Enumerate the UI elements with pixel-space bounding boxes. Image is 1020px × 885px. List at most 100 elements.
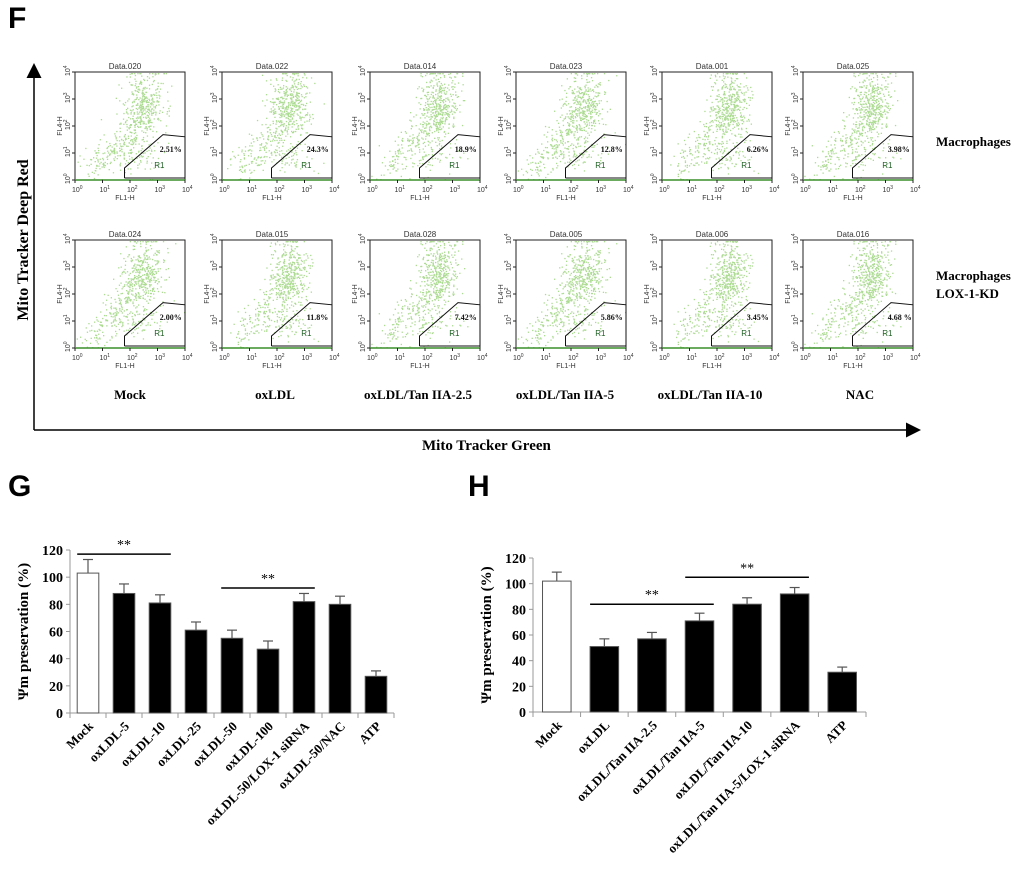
column-label: Mock xyxy=(114,387,146,402)
y-tick-label: 103 xyxy=(504,92,513,103)
x-tick-label: 101 xyxy=(541,353,552,362)
x-tick-label: 101 xyxy=(247,185,258,194)
flow-x-label: FL1-H xyxy=(115,363,134,370)
y-tick-label: 100 xyxy=(210,341,219,352)
x-tick-label: 104 xyxy=(329,185,340,194)
gate-r1 xyxy=(124,302,186,347)
flow-y-label: FL4-H xyxy=(57,284,64,303)
flow-plot-points xyxy=(673,241,760,349)
flow-plot-title: Data.025 xyxy=(837,62,870,71)
x-tick-label: 102 xyxy=(127,185,138,194)
y-tick-label: 104 xyxy=(791,65,800,76)
flow-x-label: FL1-H xyxy=(843,195,862,202)
bar xyxy=(732,603,762,713)
x-tick-label: 103 xyxy=(302,353,313,362)
flow-y-label: FL4-H xyxy=(352,116,359,135)
bar xyxy=(779,593,810,713)
y-tick-label: 100 xyxy=(504,341,513,352)
x-tick-label: Mock xyxy=(532,717,566,751)
y-tick-label: 102 xyxy=(63,287,72,298)
x-tick-label: 100 xyxy=(367,185,378,194)
y-tick-label: 104 xyxy=(63,233,72,244)
x-tick-label: 103 xyxy=(155,353,166,362)
x-tick-label: 102 xyxy=(422,353,433,362)
x-tick-label: 102 xyxy=(568,185,579,194)
gate-label: R1 xyxy=(741,329,752,338)
flow-y-label: FL4-H xyxy=(352,284,359,303)
flow-plot-title: Data.020 xyxy=(109,62,142,71)
x-tick-label: 100 xyxy=(367,353,378,362)
gate-percent: 7.42% xyxy=(455,313,477,322)
x-tick-label: ATP xyxy=(356,718,384,746)
x-tick-label: 101 xyxy=(687,353,698,362)
y-tick-label: 100 xyxy=(358,173,367,184)
y-tick-label: 101 xyxy=(358,314,367,325)
y-tick-label: 103 xyxy=(650,92,659,103)
flow-plot-points xyxy=(76,241,186,349)
gate-label: R1 xyxy=(301,329,312,338)
flow-plot-title: Data.016 xyxy=(837,230,870,239)
y-tick-label: 20 xyxy=(49,680,63,695)
column-label: oxLDL xyxy=(255,387,295,402)
x-tick-label: ATP xyxy=(822,717,850,745)
bar xyxy=(220,637,244,714)
x-tick-label: 104 xyxy=(910,185,921,194)
x-tick-label: 102 xyxy=(422,185,433,194)
y-tick-label: 102 xyxy=(358,287,367,298)
x-tick-label: 104 xyxy=(182,353,193,362)
gate-label: R1 xyxy=(449,161,460,170)
column-label: oxLDL/Tan IIA-2.5 xyxy=(364,387,472,402)
y-tick-label: 100 xyxy=(358,341,367,352)
significance-marker: ** xyxy=(261,572,275,587)
y-tick-label: 103 xyxy=(210,260,219,271)
gate-label: R1 xyxy=(301,161,312,170)
bar xyxy=(76,572,100,714)
gate-label: R1 xyxy=(741,161,752,170)
gate-percent: 2.51% xyxy=(160,145,182,154)
gate-percent: 2.00% xyxy=(160,313,182,322)
x-tick-label: 101 xyxy=(100,185,111,194)
x-tick-label: Mock xyxy=(63,718,97,752)
x-tick-label: 102 xyxy=(855,353,866,362)
y-tick-label: 102 xyxy=(210,287,219,298)
flow-plot-points xyxy=(804,73,902,181)
y-tick-label: 102 xyxy=(210,119,219,130)
flow-plot-points xyxy=(517,73,627,181)
flow-y-label: FL4-H xyxy=(644,116,651,135)
x-tick-label: 101 xyxy=(395,353,406,362)
y-tick-label: 100 xyxy=(63,341,72,352)
flow-plot-points xyxy=(230,241,320,349)
bar xyxy=(292,601,316,714)
flow-plot-title: Data.015 xyxy=(256,230,289,239)
y-tick-label: 120 xyxy=(505,552,526,567)
gate-percent: 4.68 % xyxy=(888,313,912,322)
flow-plot-points xyxy=(804,241,902,349)
gate-r1 xyxy=(419,134,481,179)
gate-percent: 3.98% xyxy=(888,145,910,154)
flow-plot-points xyxy=(371,241,469,349)
gate-r1 xyxy=(124,134,186,179)
row-label: Macrophages xyxy=(936,134,1011,149)
gate-r1 xyxy=(271,302,333,347)
y-tick-label: 101 xyxy=(791,146,800,157)
y-tick-label: 104 xyxy=(504,233,513,244)
flow-x-label: FL1-H xyxy=(702,363,721,370)
flow-plot-title: Data.005 xyxy=(550,230,583,239)
x-tick-label: 104 xyxy=(910,353,921,362)
flow-plot-title: Data.022 xyxy=(256,62,289,71)
y-tick-label: 104 xyxy=(650,65,659,76)
y-tick-label: 104 xyxy=(63,65,72,76)
x-tick-label: 101 xyxy=(541,185,552,194)
x-tick-label: 102 xyxy=(274,185,285,194)
flow-y-label: FL4-H xyxy=(204,116,211,135)
x-tick-label: 100 xyxy=(513,185,524,194)
flow-cytometry-grid: Data.0202.51%R11001001011011021021031031… xyxy=(57,62,921,370)
x-tick-label: 101 xyxy=(100,353,111,362)
gate-label: R1 xyxy=(882,329,893,338)
